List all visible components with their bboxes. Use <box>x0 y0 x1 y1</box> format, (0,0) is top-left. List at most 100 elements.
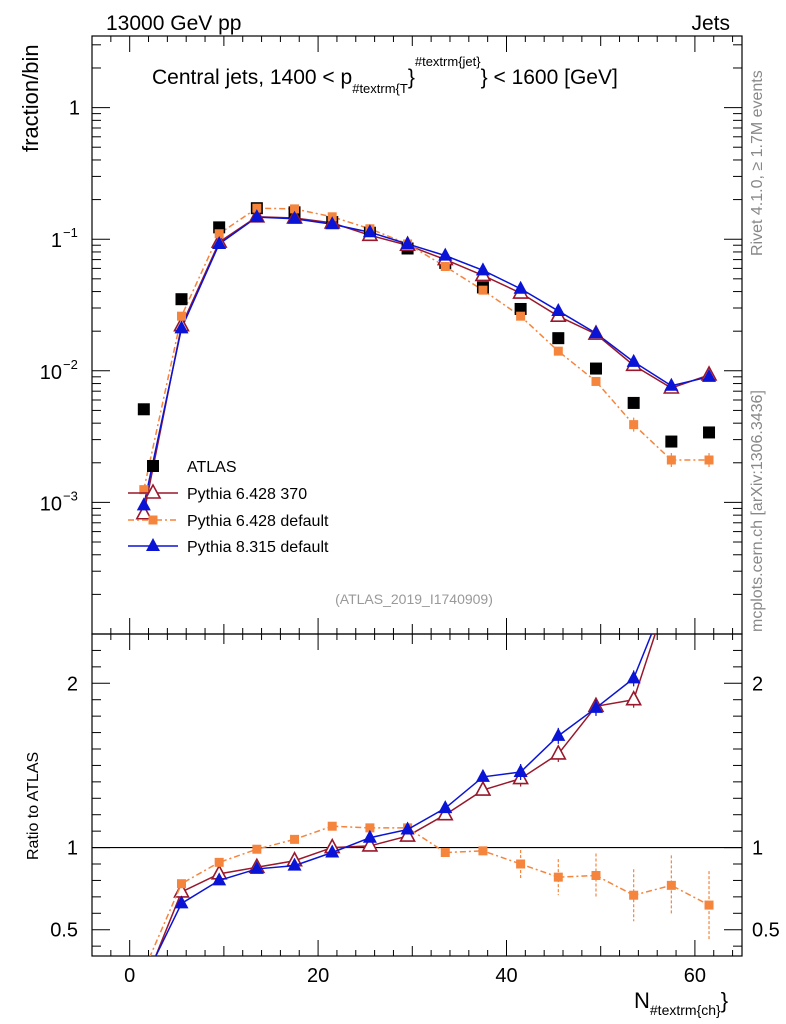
ratio-tick-label-right: 1 <box>752 838 763 860</box>
data-point <box>552 332 565 345</box>
ratio-point <box>440 848 450 857</box>
ratio-point <box>591 871 601 880</box>
ratio-panel-frame <box>91 633 743 957</box>
ratio-data-marks <box>137 544 716 991</box>
ratio-point <box>362 829 377 843</box>
ratio-point <box>399 826 416 842</box>
data-point <box>440 262 450 272</box>
data-point <box>176 311 186 321</box>
ratio-point <box>290 834 300 844</box>
ratio-point <box>702 544 716 557</box>
data-point <box>362 224 377 238</box>
ratio-point <box>704 900 714 910</box>
ratio-point <box>436 805 454 821</box>
header-left: 13000 GeV pp <box>106 12 241 35</box>
ratio-point <box>249 860 264 874</box>
ratio-point <box>252 844 262 854</box>
x-tick-label: 20 <box>307 965 329 987</box>
ratio-point <box>287 857 302 871</box>
ratio-point <box>475 768 490 782</box>
ratio-point <box>551 727 566 741</box>
y-tick-exponent: −1 <box>63 225 78 240</box>
x-axis-label: N#textrm{ch}} <box>634 988 728 1018</box>
ratio-point <box>137 973 151 986</box>
data-point <box>626 353 641 367</box>
ratio-point <box>137 978 151 991</box>
legend: ATLAS Pythia 6.428 370 Pythia 6.428 defaul… <box>128 459 329 556</box>
ratio-point <box>625 690 643 706</box>
data-point <box>703 426 716 439</box>
y-tick-label: 10 <box>40 493 62 515</box>
data-point <box>478 285 488 295</box>
series-line-3 <box>143 216 710 506</box>
ratio-tick-label-right: 2 <box>752 673 763 695</box>
ratio-point <box>176 879 186 889</box>
data-point <box>629 420 639 430</box>
data-point <box>400 235 415 249</box>
ratio-point <box>629 890 639 900</box>
legend-label: Pythia 8.315 default <box>187 539 329 556</box>
data-point <box>665 435 678 448</box>
data-point <box>135 504 153 520</box>
ratio-point <box>212 872 227 886</box>
legend-label: Pythia 6.428 default <box>187 513 329 530</box>
data-point <box>175 293 188 306</box>
ratio-point <box>214 857 224 867</box>
analysis-id: (ATLAS_2019_I1740909) <box>335 591 493 607</box>
ratio-point <box>702 560 716 573</box>
data-point <box>475 262 490 276</box>
main-axes: 10 −310 −21 −11 <box>40 36 742 635</box>
data-point <box>212 235 227 249</box>
x-tick-label: 60 <box>684 965 706 987</box>
ratio-point <box>400 821 415 835</box>
ratio-point <box>174 895 189 909</box>
ratio-point <box>438 800 453 814</box>
ratio-point <box>664 577 678 590</box>
legend-marker <box>144 483 162 499</box>
ratio-point <box>361 836 379 852</box>
ratio-tick-label: 1 <box>67 838 78 860</box>
y-tick-exponent: −2 <box>63 357 78 372</box>
ratio-tick-label: 2 <box>67 673 78 695</box>
data-point <box>290 204 300 214</box>
ratio-line-3 <box>155 634 653 956</box>
series-line-1 <box>143 216 710 514</box>
data-point <box>664 377 679 391</box>
ratio-point <box>325 844 340 858</box>
data-point <box>438 247 453 261</box>
legend-marker <box>146 538 160 551</box>
data-point <box>139 485 149 495</box>
series-line-2 <box>143 207 710 490</box>
data-point <box>252 203 262 213</box>
plot-title: Central jets, 1400 < p#textrm{T}#textrm{… <box>152 54 618 96</box>
rivet-label: Rivet 4.1.0, ≥ 1.7M events <box>749 70 766 256</box>
ratio-point <box>513 764 528 777</box>
y-tick-label: 1 <box>51 230 62 252</box>
data-point <box>287 210 302 224</box>
x-tick-label: 0 <box>124 965 135 987</box>
ratio-tick-label: 0.5 <box>50 920 78 942</box>
x-tick-label: 40 <box>495 965 517 987</box>
ratio-y-axis-label: Ratio to ATLAS <box>25 752 42 860</box>
data-point <box>702 368 717 382</box>
ratio-point <box>365 823 375 833</box>
ratio-line-1 <box>154 634 656 956</box>
main-data-marks <box>135 202 718 520</box>
data-point <box>627 396 640 409</box>
y-axis-label: fraction/bin <box>18 44 43 152</box>
ratio-point <box>626 670 641 684</box>
ratio-point <box>549 744 567 760</box>
ratio-point <box>478 846 488 856</box>
data-point <box>589 362 602 375</box>
ratio-point <box>139 966 148 975</box>
ratio-point <box>553 872 563 882</box>
legend-label: ATLAS <box>187 459 237 476</box>
mcplots-label: mcplots.cern.ch [arXiv:1306.3436] <box>749 390 766 632</box>
data-point <box>588 325 603 339</box>
ratio-line-2 <box>149 825 710 956</box>
header-right: Jets <box>691 12 730 35</box>
data-point <box>136 497 151 511</box>
y-tick-exponent: −3 <box>63 488 78 503</box>
ratio-point <box>327 821 337 831</box>
